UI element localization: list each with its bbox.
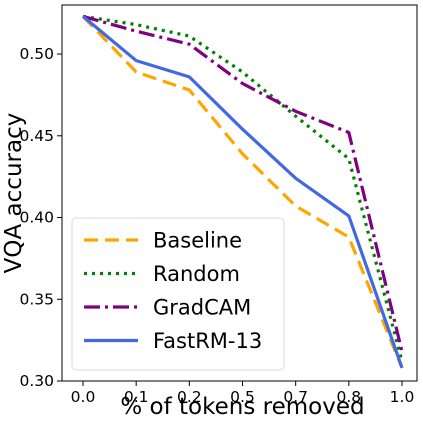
x-axis-label: % of tokens removed	[120, 394, 364, 420]
x-tick-label: 1.0	[390, 388, 415, 406]
y-tick-label: 0.35	[19, 290, 54, 308]
x-tick-label: 0.7	[283, 388, 308, 406]
series-line-fastrm-13	[81, 15, 404, 369]
x-tick-label: 0.2	[177, 388, 202, 406]
legend-label: FastRM-13	[153, 329, 262, 353]
x-tick-label: 0.1	[124, 388, 149, 406]
legend-label: GradCAM	[153, 296, 251, 320]
x-tick-label: 0.5	[230, 388, 255, 406]
x-tick-label: 0.8	[337, 388, 362, 406]
series-line-gradcam	[82, 14, 404, 352]
series-line-baseline	[81, 15, 404, 369]
y-tick-label: 0.30	[19, 372, 54, 390]
legend-label: Random	[153, 262, 240, 286]
y-tick-label: 0.50	[19, 45, 54, 63]
legend-label: Baseline	[153, 229, 242, 253]
plot-frame	[61, 4, 418, 382]
y-tick-label: 0.45	[19, 127, 54, 145]
y-tick-label: 0.40	[19, 209, 54, 227]
y-axis-label: VQA accuracy	[1, 113, 27, 274]
legend-box	[71, 217, 285, 371]
x-tick-label: 0.0	[71, 388, 96, 406]
